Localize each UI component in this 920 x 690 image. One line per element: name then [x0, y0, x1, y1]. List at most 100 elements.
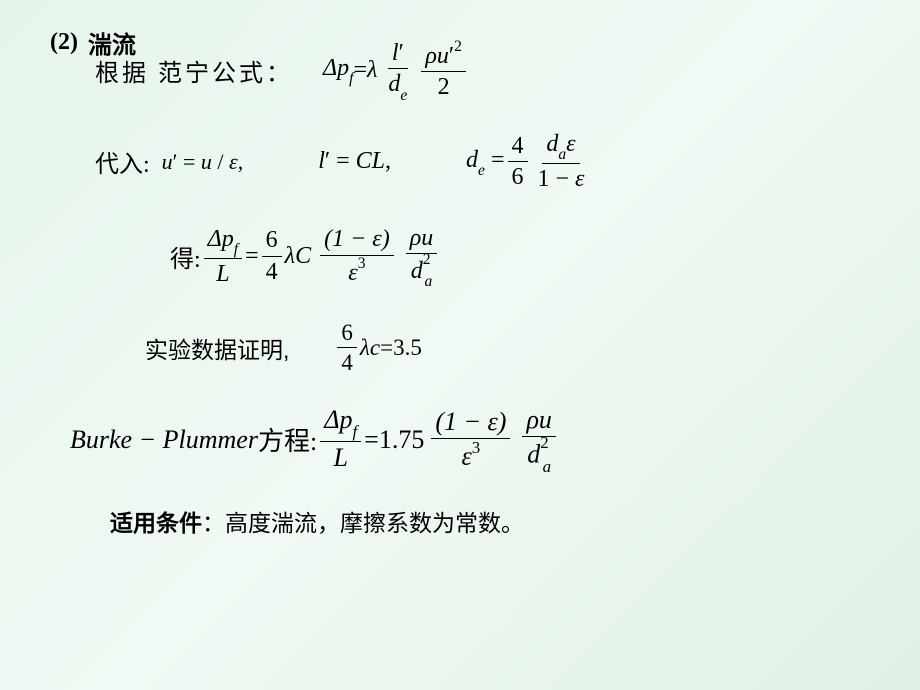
d-e-d: d [388, 71, 400, 97]
lambda: λ [367, 57, 377, 84]
c3: c [370, 335, 380, 361]
den-2: 2 [434, 72, 454, 100]
frac-rhou2-2: ρu′2 2 [421, 41, 466, 101]
frac-daeps: daε 1 − ε [534, 131, 589, 192]
l-eq: = [330, 148, 356, 174]
eps4: ε [462, 442, 472, 471]
n6: 6 [262, 227, 282, 256]
n6b: 6 [337, 320, 357, 348]
condition-colon: ： [202, 504, 225, 538]
dp2-f: f [234, 241, 238, 258]
C2: C [295, 243, 311, 270]
l2: l [318, 148, 325, 174]
da2-2: 2 [423, 251, 431, 268]
sq-2: 2 [454, 38, 462, 55]
L2: L [212, 259, 233, 287]
l-prime-l: l [392, 40, 399, 66]
bp-frac-1eps: (1 − ε) ε3 [431, 408, 510, 472]
frac-4-6: 4 6 [508, 133, 528, 191]
rho3: ρ [526, 405, 538, 434]
experiment-prefix: 实验数据证明, [145, 331, 289, 365]
fanning-prefix: 根据 范宁公式： [95, 53, 293, 88]
dp2: Δp [208, 226, 234, 252]
u2: u [201, 149, 212, 174]
result-row: 得: Δpf L = 6 4 λC (1 − ε) ε3 ρu d2 a [170, 225, 880, 288]
experiment-row: 实验数据证明, 6 4 λc = 3.5 [145, 320, 880, 376]
condition-text: 高度湍流，摩擦系数为常数。 [225, 504, 524, 538]
frac-6-4b: 6 4 [337, 320, 357, 376]
bp-frac-rhou-da2: ρu d2 a [522, 406, 555, 474]
d3-e: e [478, 162, 485, 179]
sub-f: f [349, 70, 353, 87]
burke-plummer-row: Burke − Plummer 方程: Δpf L = 1.75 (1 − ε)… [70, 406, 880, 474]
1-eps: (1 − ε) [320, 226, 394, 255]
l-prime-mark: ′ [399, 40, 404, 66]
sup3: 3 [358, 255, 366, 272]
da-eps: ε [566, 131, 575, 157]
da2-d: d [411, 258, 423, 284]
u1: u [162, 149, 173, 174]
comma2: , [385, 148, 391, 174]
da3-d: d [527, 440, 540, 469]
sup3b: 3 [472, 438, 480, 457]
da3-a: a [543, 457, 551, 476]
lam2: λ [285, 243, 295, 270]
CL: CL [356, 148, 385, 174]
frac-1eps-eps3: (1 − ε) ε3 [320, 226, 394, 286]
comma1: , [238, 149, 244, 174]
u4: u [539, 405, 552, 434]
lam3: λ [360, 335, 370, 361]
num4: 4 [508, 133, 528, 162]
L3: L [329, 442, 351, 473]
den6: 6 [508, 162, 528, 190]
val35: 3.5 [393, 335, 422, 361]
heading-number: (2) [50, 29, 78, 56]
u-eq: = [177, 149, 200, 174]
frac-dp-L: Δpf L [204, 226, 242, 287]
eq-u: u′ = u / ε, [162, 149, 244, 175]
d4: 4 [262, 257, 282, 285]
substitute-row: 代入: u′ = u / ε, l′ = CL, de = 4 6 daε 1 … [95, 131, 880, 192]
dp3-f: f [352, 422, 357, 441]
slide-content: (2) 湍流 根据 范宁公式： Δpf = λ l′ de ρu′2 2 代入:… [0, 0, 920, 558]
u3: u [421, 225, 433, 251]
bp-cn: 方程: [258, 421, 317, 458]
da3-2: 2 [540, 433, 548, 452]
eq-sign: = [353, 57, 367, 84]
rho2: ρ [410, 225, 422, 251]
den-eps: ε [575, 166, 584, 192]
1-eps-b: (1 − ε) [431, 408, 510, 440]
d3: d [466, 147, 478, 173]
eps3: ε [348, 260, 357, 286]
rho: ρ [425, 43, 437, 69]
condition-row: 适用条件 ： 高度湍流，摩擦系数为常数。 [110, 504, 880, 538]
result-prefix: 得: [170, 239, 201, 274]
eq3: = [380, 335, 393, 361]
slash: / [212, 149, 229, 174]
de-eq: = [485, 147, 505, 173]
substitute-prefix: 代入: [95, 144, 150, 179]
da2-a: a [424, 273, 432, 290]
bp-name: Burke − Plummer [70, 425, 258, 455]
frac-6-4: 6 4 [262, 227, 282, 285]
delta-p: Δp [323, 55, 349, 81]
da-d: d [546, 131, 558, 157]
frac-l-de: l′ de [384, 40, 411, 101]
d-e-e: e [400, 87, 407, 104]
da-a: a [558, 146, 566, 163]
d4b: 4 [337, 348, 357, 375]
dp3: Δp [324, 405, 352, 434]
bp-frac-dp-L: Δpf L [320, 406, 361, 472]
fanning-lhs: Δpf [323, 55, 353, 86]
eq-de: de = [466, 147, 504, 178]
eq4: = [364, 425, 379, 455]
condition-label: 适用条件 [110, 504, 202, 538]
eq-l: l′ = CL, [318, 148, 391, 175]
one-minus: 1 − [538, 166, 576, 192]
frac-rhou-da2: ρu d2 a [406, 225, 438, 288]
u-prime-u: u [437, 43, 449, 69]
fanning-row: 根据 范宁公式： Δpf = λ l′ de ρu′2 2 [95, 40, 880, 101]
coef175: 1.75 [379, 425, 425, 455]
eq2: = [245, 243, 259, 270]
eps1: ε [229, 149, 238, 174]
